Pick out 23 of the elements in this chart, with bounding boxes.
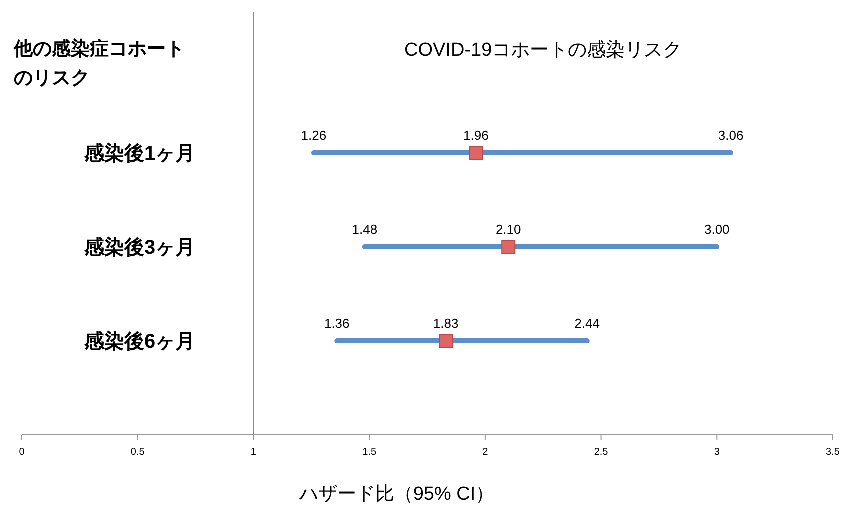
x-tick-label: 1	[250, 447, 257, 458]
annotation: 1.48	[352, 222, 378, 237]
x-tick-label: 2	[482, 447, 489, 458]
y-axis-title: 他の感染症コホートのリスク	[13, 38, 185, 89]
data-label: 2.10	[496, 222, 522, 237]
chart-title: COVID-19コホートの感染リスク	[404, 39, 682, 61]
x-tick-label: 3	[714, 447, 720, 458]
x-tick-label: 1.5	[362, 447, 377, 458]
annotation: 3.00	[704, 222, 730, 237]
x-tick-label: 0	[19, 447, 26, 458]
x-tick-label: 0.5	[130, 447, 146, 458]
annotation: 3.06	[718, 128, 744, 143]
annotation: 1.36	[324, 316, 350, 331]
y-tick-label: 感染後3ヶ月	[83, 236, 196, 259]
x-axis-title: ハザード比（95% CI）	[298, 484, 495, 505]
y-tick-label: 感染後1ヶ月	[83, 142, 196, 165]
x-tick-label: 2.5	[594, 447, 609, 458]
annotation: 2.44	[574, 316, 600, 331]
x-tick-label: 3.5	[826, 447, 840, 458]
annotation: 1.26	[301, 128, 327, 143]
data-label: 1.96	[464, 128, 489, 143]
y-tick-label: 感染後6ヶ月	[83, 330, 196, 353]
data-label: 1.83	[433, 316, 459, 331]
